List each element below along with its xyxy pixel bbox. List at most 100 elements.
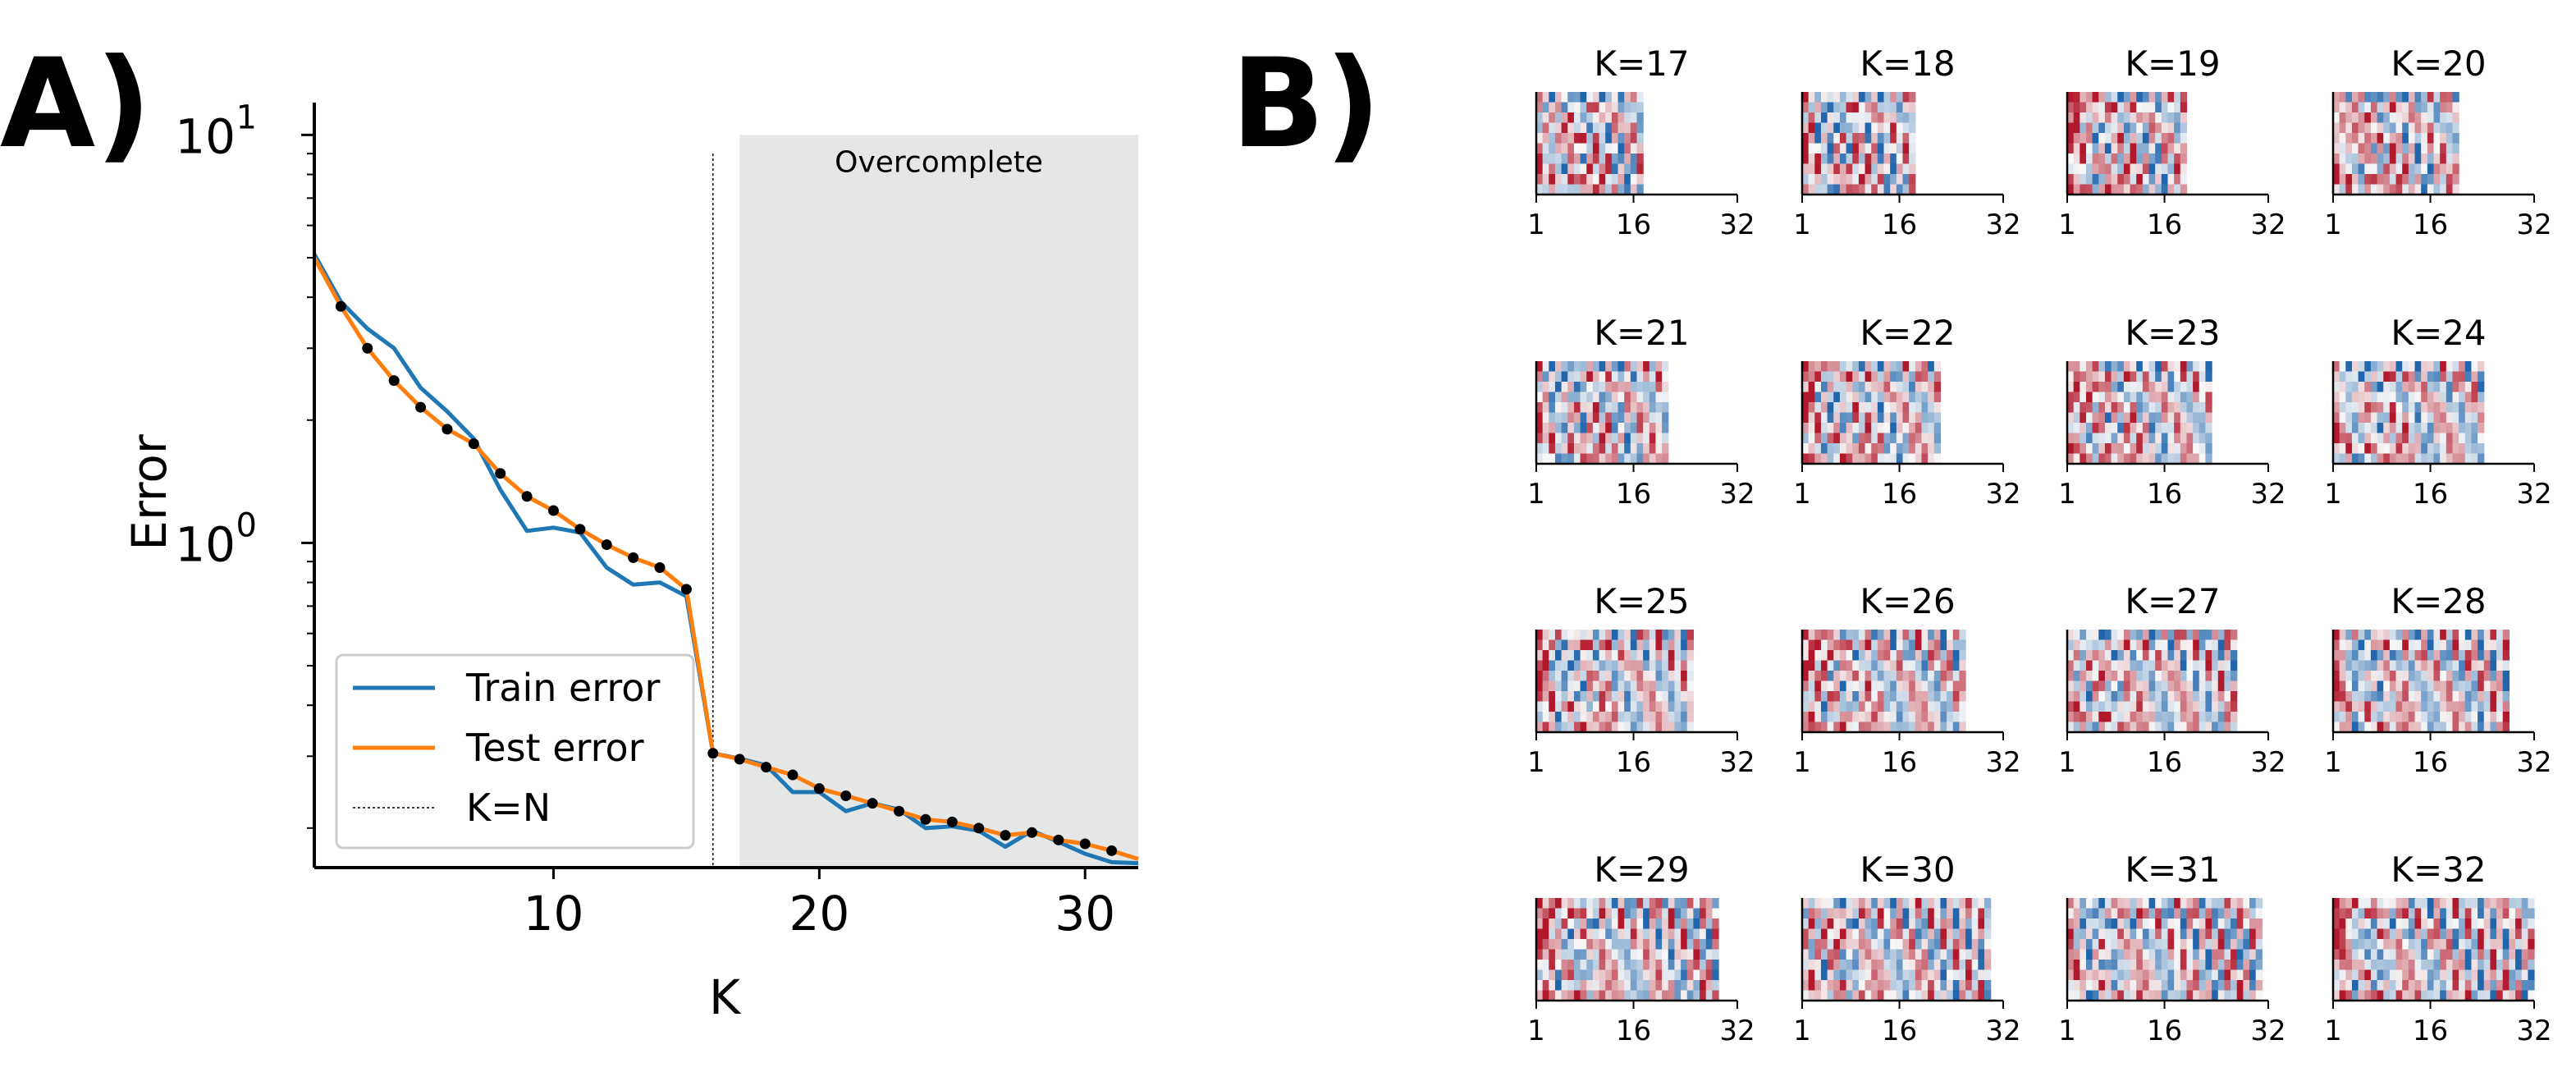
- heatmap-cell: [2358, 960, 2365, 971]
- heatmap-cell: [2155, 712, 2162, 723]
- heatmap-cell: [1617, 712, 1625, 723]
- heatmap-cell: [1655, 969, 1663, 981]
- heatmap-cell: [1915, 990, 1923, 1001]
- heatmap-cell: [1554, 102, 1563, 113]
- heatmap-cell: [1877, 443, 1885, 455]
- heatmap-cell: [1649, 960, 1657, 971]
- heatmap-cell: [1599, 960, 1606, 971]
- heatmap-cell: [2092, 174, 2099, 186]
- heatmap-cell: [1662, 423, 1669, 434]
- heatmap-cell: [1674, 650, 1681, 662]
- heatmap-cell: [2174, 919, 2181, 930]
- heatmap-cell: [1865, 371, 1872, 383]
- heatmap-cell: [2440, 433, 2447, 444]
- heatmap-cell: [1617, 92, 1625, 103]
- heatmap-cell: [2395, 969, 2403, 981]
- heatmap-cell: [2440, 163, 2447, 175]
- heatmap-cell: [1802, 680, 1810, 692]
- heatmap-cell: [2383, 112, 2391, 124]
- heatmap-cell: [1871, 949, 1878, 960]
- heatmap-cell: [2174, 122, 2181, 134]
- heatmap-cell: [2471, 712, 2478, 723]
- heatmap-cell: [2080, 371, 2087, 383]
- heatmap-cell: [1846, 371, 1853, 383]
- heatmap-cell: [2205, 680, 2212, 692]
- heatmap-cell: [1630, 712, 1638, 723]
- heatmap-cell: [2080, 361, 2087, 373]
- heatmap-cell: [1827, 361, 1834, 373]
- panel-title: K=17: [1594, 44, 1689, 84]
- heatmap-cell: [1536, 92, 1544, 103]
- heatmap-cell: [2333, 639, 2340, 651]
- heatmap-cell: [1852, 908, 1860, 919]
- heatmap-cell: [2389, 928, 2397, 940]
- heatmap-cell: [2174, 423, 2181, 434]
- heatmap-cell: [1655, 691, 1663, 703]
- heatmap-cell: [2224, 960, 2231, 971]
- heatmap-cell: [2389, 660, 2397, 671]
- heatmap-cell: [1605, 122, 1613, 134]
- heatmap-cell: [2483, 660, 2491, 671]
- heatmap-cell: [1865, 382, 1872, 393]
- heatmap-cell: [2142, 908, 2150, 919]
- heatmap-cell: [2389, 722, 2397, 733]
- heatmap-cell: [1611, 102, 1619, 113]
- heatmap-cell: [2496, 980, 2504, 992]
- heatmap-cell: [1542, 423, 1549, 434]
- heatmap-cell: [1896, 153, 1904, 165]
- heatmap-cell: [1814, 660, 1822, 671]
- heatmap-cell: [2351, 650, 2359, 662]
- x-axis-label: K: [709, 969, 742, 1025]
- test-error-marker: [920, 813, 931, 825]
- heatmap-cell: [2205, 908, 2212, 919]
- heatmap-cell: [2364, 122, 2372, 134]
- heatmap-cell: [2136, 174, 2144, 186]
- heatmap-cell: [1883, 122, 1891, 134]
- heatmap-cell: [2408, 650, 2416, 662]
- heatmap-cell: [2389, 969, 2397, 981]
- heatmap-cell: [2333, 680, 2340, 692]
- heatmap-cell: [1814, 919, 1822, 930]
- heatmap-cell: [2383, 392, 2391, 403]
- heatmap-cell: [1858, 92, 1866, 103]
- heatmap-cell: [2073, 112, 2080, 124]
- heatmap-cell: [1820, 174, 1828, 186]
- heatmap-cell: [2186, 453, 2194, 465]
- heatmap-cell: [2174, 112, 2181, 124]
- heatmap-cell: [2471, 691, 2478, 703]
- heatmap-cell: [2180, 443, 2188, 455]
- heatmap-cell: [1549, 908, 1556, 919]
- heatmap-cell: [1871, 898, 1878, 909]
- heatmap-cell: [2483, 691, 2491, 703]
- heatmap-cell: [1586, 453, 1594, 465]
- heatmap-cell: [2186, 919, 2194, 930]
- heatmap-cell: [2383, 382, 2391, 393]
- heatmap-cell: [1890, 960, 1897, 971]
- heatmap-cell: [1580, 671, 1587, 682]
- heatmap-cell: [2351, 660, 2359, 671]
- heatmap-cell: [2104, 174, 2112, 186]
- heatmap-cell: [2217, 701, 2226, 712]
- heatmap-cell: [1865, 990, 1872, 1001]
- heatmap-cell: [1643, 402, 1650, 414]
- heatmap-cell: [1554, 371, 1563, 383]
- heatmap-cell: [2427, 722, 2435, 733]
- heatmap-cell: [1808, 898, 1815, 909]
- heatmap-cell: [1865, 433, 1872, 444]
- heatmap-cell: [2111, 184, 2118, 195]
- heatmap-cell: [2243, 969, 2250, 981]
- heatmap-cell: [2174, 433, 2181, 444]
- heatmap-cell: [2104, 122, 2112, 134]
- heatmap-cell: [2231, 898, 2238, 909]
- heatmap-cell: [1871, 392, 1878, 403]
- heatmap-cell: [1599, 382, 1606, 393]
- heatmap-cell: [2136, 133, 2144, 144]
- heatmap-cell: [1846, 423, 1853, 434]
- heatmap-cell: [1536, 980, 1544, 992]
- heatmap-cell: [1871, 92, 1878, 103]
- heatmap-cell: [2333, 712, 2340, 723]
- heatmap-cell: [2483, 919, 2491, 930]
- heatmap-cell: [2389, 361, 2397, 373]
- heatmap-cell: [1586, 412, 1594, 424]
- heatmap-cell: [2483, 650, 2491, 662]
